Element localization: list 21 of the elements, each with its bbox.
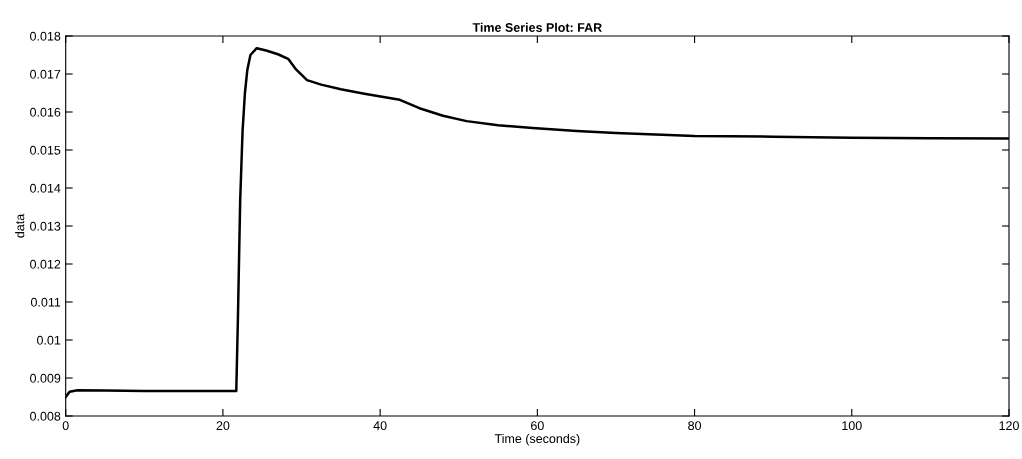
y-tick-label: 0.015 xyxy=(30,145,61,155)
y-tick-label: 0.017 xyxy=(30,69,61,79)
y-tick-label: 0.011 xyxy=(30,297,61,307)
x-tick-label: 40 xyxy=(373,421,387,431)
y-tick-label: 0.014 xyxy=(30,183,61,193)
x-tick-label: 60 xyxy=(531,421,544,431)
chart-title: Time Series Plot: FAR xyxy=(472,22,602,32)
y-tick-label: 0.018 xyxy=(30,31,61,41)
x-tick-label: 20 xyxy=(216,421,230,431)
x-tick-label: 120 xyxy=(999,421,1019,431)
y-tick-label: 0.008 xyxy=(30,411,61,421)
y-tick-label: 0.016 xyxy=(30,107,61,117)
y-tick-label: 0.009 xyxy=(30,373,61,383)
y-axis-title: data xyxy=(15,213,25,238)
x-tick-label: 100 xyxy=(842,421,862,431)
x-tick-label: 0 xyxy=(62,421,69,431)
x-axis-title: Time (seconds) xyxy=(494,433,580,446)
y-tick-label: 0.01 xyxy=(37,335,61,345)
y-tick-label: 0.013 xyxy=(30,221,61,231)
x-tick-label: 80 xyxy=(688,421,702,431)
y-tick-label: 0.012 xyxy=(30,259,61,269)
